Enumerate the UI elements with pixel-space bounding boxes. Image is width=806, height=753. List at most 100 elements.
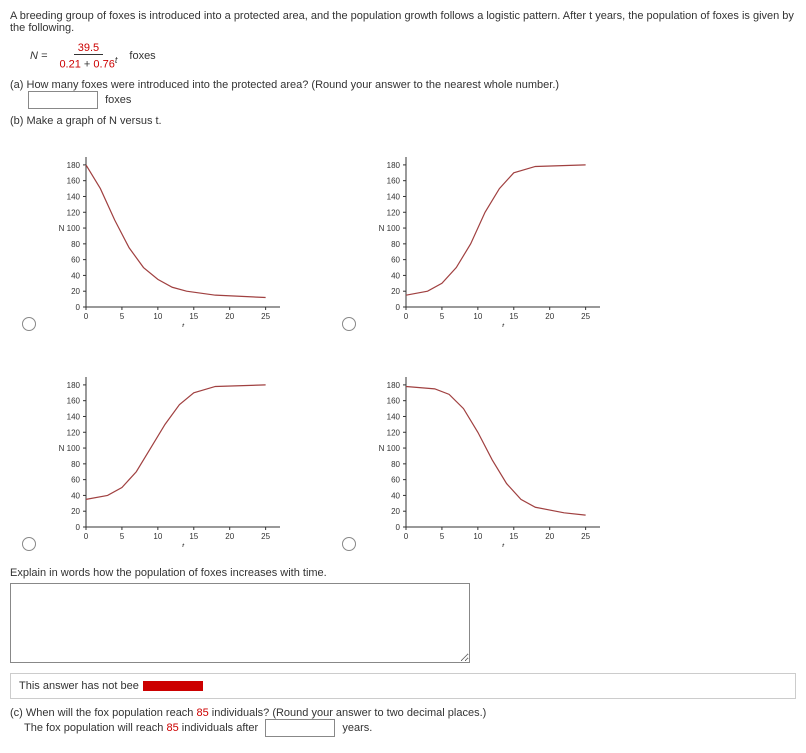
svg-text:0: 0 xyxy=(76,523,81,532)
svg-text:160: 160 xyxy=(387,176,401,185)
chart-option-1: 020406080N 1001201401601800510152025t xyxy=(50,137,330,337)
chart-grid: 0 20 40 60 80 N 100 120 140 160 180 0 5 10 15 20 25 t 0 2… xyxy=(50,137,796,557)
svg-text:0: 0 xyxy=(76,303,81,312)
svg-text:120: 120 xyxy=(387,428,401,437)
part-c-mid: individuals? (Round your answer to two d… xyxy=(209,707,487,719)
formula-denominator: 0.21 + 0.76t xyxy=(55,55,121,71)
svg-text:140: 140 xyxy=(387,412,401,421)
svg-text:60: 60 xyxy=(391,475,400,484)
svg-text:25: 25 xyxy=(261,532,270,541)
explain-label: Explain in words how the population of f… xyxy=(10,567,327,579)
explain-input[interactable] xyxy=(10,583,470,663)
svg-text:t: t xyxy=(502,542,505,547)
part-b-explain: Explain in words how the population of f… xyxy=(10,567,796,663)
svg-text:10: 10 xyxy=(473,312,482,321)
part-c-unit: years. xyxy=(342,722,372,734)
svg-text:20: 20 xyxy=(391,507,400,516)
svg-text:140: 140 xyxy=(67,192,81,201)
intro-text: A breeding group of foxes is introduced … xyxy=(10,10,796,34)
svg-text:20: 20 xyxy=(545,312,554,321)
part-c-sentence-before: The fox population will reach xyxy=(24,722,166,734)
radio-3[interactable] xyxy=(22,537,36,551)
svg-text:0: 0 xyxy=(396,303,401,312)
formula: N = 39.5 0.21 + 0.76t foxes xyxy=(30,42,796,71)
svg-text:20: 20 xyxy=(71,287,80,296)
svg-text:10: 10 xyxy=(473,532,482,541)
status-bar: This answer has not bee xyxy=(10,673,796,699)
part-c-target-1: 85 xyxy=(196,707,208,719)
part-b: (b) Make a graph of N versus t. xyxy=(10,115,796,127)
svg-text:15: 15 xyxy=(509,532,518,541)
part-c-input[interactable] xyxy=(265,719,335,737)
svg-text:180: 180 xyxy=(67,161,81,170)
part-c-target-2: 85 xyxy=(166,722,178,734)
svg-text:40: 40 xyxy=(71,491,80,500)
svg-text:20: 20 xyxy=(225,532,234,541)
svg-text:120: 120 xyxy=(387,208,401,217)
svg-text:0: 0 xyxy=(396,523,401,532)
svg-text:15: 15 xyxy=(509,312,518,321)
svg-text:0: 0 xyxy=(404,532,409,541)
part-a: (a) How many foxes were introduced into … xyxy=(10,79,796,109)
svg-text:15: 15 xyxy=(189,312,198,321)
svg-text:15: 15 xyxy=(189,532,198,541)
svg-text:140: 140 xyxy=(67,412,81,421)
svg-text:0: 0 xyxy=(84,312,89,321)
svg-text:160: 160 xyxy=(387,396,401,405)
svg-text:120: 120 xyxy=(67,428,81,437)
formula-unit: foxes xyxy=(129,50,155,62)
radio-4[interactable] xyxy=(342,537,356,551)
svg-text:0: 0 xyxy=(404,312,409,321)
svg-text:160: 160 xyxy=(67,396,81,405)
radio-2[interactable] xyxy=(342,317,356,331)
status-text: This answer has not bee xyxy=(19,680,139,692)
chart-option-3: 020406080N 1001201401601800510152025t xyxy=(50,357,330,557)
svg-text:25: 25 xyxy=(581,532,590,541)
formula-fraction: 39.5 0.21 + 0.76t xyxy=(55,42,121,71)
chart-option-2: 020406080N 1001201401601800510152025t xyxy=(370,137,650,337)
svg-text:t: t xyxy=(502,322,505,327)
radio-1[interactable] xyxy=(22,317,36,331)
svg-text:N 100: N 100 xyxy=(379,224,401,233)
svg-text:140: 140 xyxy=(387,192,401,201)
redacted-icon xyxy=(143,681,203,691)
part-a-label: (a) How many foxes were introduced into … xyxy=(10,79,559,91)
part-a-input[interactable] xyxy=(28,91,98,109)
svg-text:20: 20 xyxy=(71,507,80,516)
svg-text:80: 80 xyxy=(71,239,80,248)
svg-text:5: 5 xyxy=(120,532,125,541)
svg-text:40: 40 xyxy=(71,271,80,280)
svg-text:80: 80 xyxy=(71,459,80,468)
svg-text:5: 5 xyxy=(120,312,125,321)
part-b-label: (b) Make a graph of N versus t. xyxy=(10,115,162,127)
formula-lhs: N = xyxy=(30,50,47,62)
svg-text:60: 60 xyxy=(71,475,80,484)
svg-text:60: 60 xyxy=(391,255,400,264)
svg-text:10: 10 xyxy=(153,532,162,541)
svg-text:N 100: N 100 xyxy=(379,444,401,453)
svg-text:180: 180 xyxy=(387,381,401,390)
svg-text:10: 10 xyxy=(153,312,162,321)
svg-text:180: 180 xyxy=(67,381,81,390)
svg-text:20: 20 xyxy=(545,532,554,541)
svg-text:40: 40 xyxy=(391,491,400,500)
svg-text:0: 0 xyxy=(84,532,89,541)
svg-text:160: 160 xyxy=(67,176,81,185)
svg-text:60: 60 xyxy=(71,255,80,264)
chart-option-4: 0 20 40 60 80 N 100 120 140 160 180 0 5 10 15 20 25 t xyxy=(370,357,650,557)
svg-text:120: 120 xyxy=(67,208,81,217)
formula-numerator: 39.5 xyxy=(74,42,103,55)
svg-text:25: 25 xyxy=(581,312,590,321)
part-a-unit: foxes xyxy=(105,94,131,106)
svg-text:5: 5 xyxy=(440,532,445,541)
part-c-sentence-after: individuals after xyxy=(179,722,259,734)
svg-text:80: 80 xyxy=(391,239,400,248)
svg-text:180: 180 xyxy=(387,161,401,170)
svg-text:20: 20 xyxy=(391,287,400,296)
part-c: (c) When will the fox population reach 8… xyxy=(10,707,796,737)
svg-text:t: t xyxy=(182,542,185,547)
svg-text:80: 80 xyxy=(391,459,400,468)
svg-text:5: 5 xyxy=(440,312,445,321)
svg-text:25: 25 xyxy=(261,312,270,321)
svg-text:20: 20 xyxy=(225,312,234,321)
